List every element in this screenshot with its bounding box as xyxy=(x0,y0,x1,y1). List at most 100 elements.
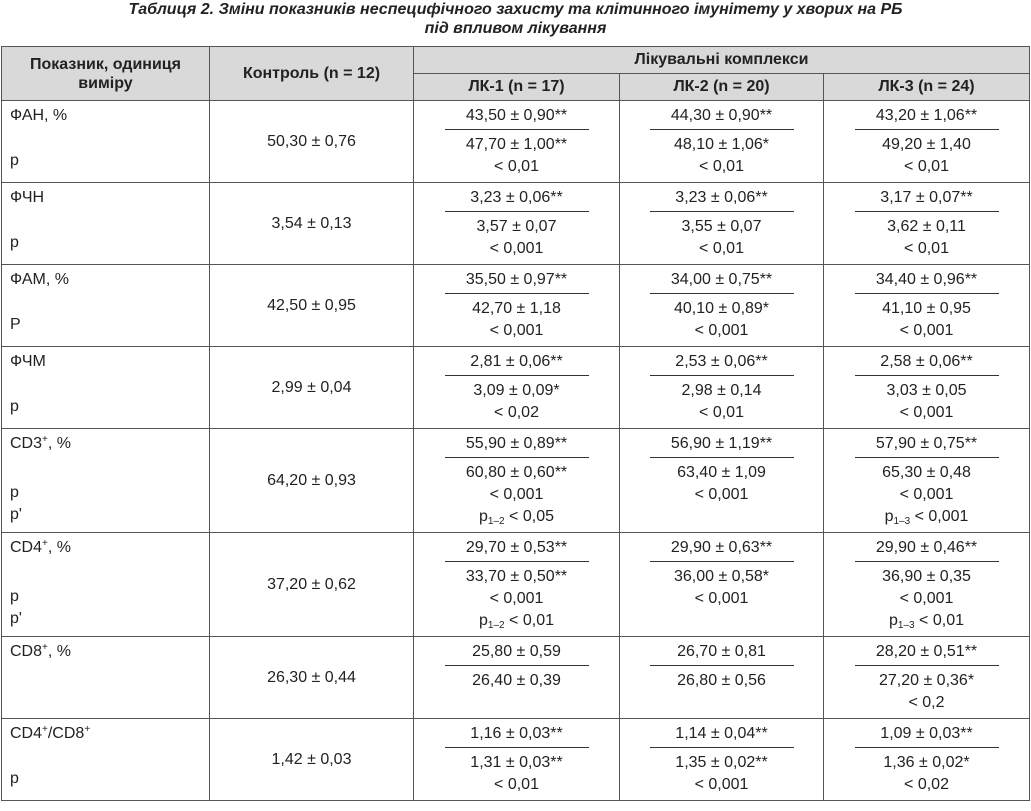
treatment-cell-lk1: 35,50 ± 0,97** 42,70 ± 1,18 < 0,001 xyxy=(413,264,620,347)
after-value: 41,10 ± 0,95 xyxy=(882,300,971,317)
before-value: 25,80 ± 0,59 xyxy=(444,641,589,666)
indicator-cell: ФЧМ р xyxy=(1,346,210,429)
after-value: 3,57 ± 0,07 xyxy=(476,218,557,235)
before-value: 29,90 ± 0,63** xyxy=(649,537,794,562)
p-value: < 0,001 xyxy=(489,590,544,607)
treatment-cell-lk1: 1,16 ± 0,03** 1,31 ± 0,03** < 0,01 xyxy=(413,718,620,801)
control-value: 64,20 ± 0,93 xyxy=(209,428,414,533)
indicator-cell: CD3+, % р р' xyxy=(1,428,210,533)
after-value: 63,40 ± 1,09 xyxy=(677,464,766,481)
after-value: 47,70 ± 1,00** xyxy=(465,136,568,153)
after-value: 1,36 ± 0,02* xyxy=(883,754,970,771)
after-value: 48,10 ± 1,06* xyxy=(673,136,770,153)
p-label: р xyxy=(10,152,19,169)
after-value: 49,20 ± 1,40 xyxy=(882,136,971,153)
after-value: 27,20 ± 0,36* xyxy=(878,672,975,689)
p-value: < 0,01 xyxy=(494,158,539,175)
header-indicator: Показник, одиниця виміру xyxy=(1,46,210,101)
after-value: 1,35 ± 0,02** xyxy=(675,754,768,771)
after-value: 26,80 ± 0,56 xyxy=(677,672,766,689)
p-value: < 0,01 xyxy=(699,240,744,257)
p-compare-value: p1–2 < 0,01 xyxy=(479,612,554,631)
indicator-name: ФЧН xyxy=(10,189,45,206)
p-labels: Р xyxy=(10,314,21,336)
p-value: < 0,001 xyxy=(899,590,954,607)
p-labels: р р' xyxy=(10,586,22,630)
p-prime-label: р' xyxy=(10,610,22,627)
indicator-name: CD8+, % xyxy=(10,642,71,661)
before-value: 55,90 ± 0,89** xyxy=(444,433,589,458)
p-value: < 0,001 xyxy=(489,240,544,257)
treatment-cell-lk3: 57,90 ± 0,75** 65,30 ± 0,48 < 0,001 p1–3 < … xyxy=(822,428,1031,533)
p-label: р xyxy=(10,234,19,251)
header-lk1: ЛК-1 (n = 17) xyxy=(413,73,620,101)
table-row: CD4+/CD8+ р 1,42 ± 0,03 1,16 ± 0,03** 1,31 ±… xyxy=(1,718,1031,801)
p-compare-value: p1–3 < 0,001 xyxy=(884,508,969,527)
treatment-cell-lk3: 2,58 ± 0,06** 3,03 ± 0,05 < 0,001 xyxy=(822,346,1031,429)
p-labels: р xyxy=(10,768,19,790)
before-value: 2,81 ± 0,06** xyxy=(444,351,589,376)
before-value: 1,16 ± 0,03** xyxy=(444,723,589,748)
treatment-cell-lk1: 55,90 ± 0,89** 60,80 ± 0,60** < 0,001 p1–2 … xyxy=(413,428,620,533)
after-value: 2,98 ± 0,14 xyxy=(681,382,762,399)
control-value: 2,99 ± 0,04 xyxy=(209,346,414,429)
table-row: CD4+, % р р' 37,20 ± 0,62 29,70 ± 0,53** 33,7… xyxy=(1,532,1031,637)
results-table: Показник, одиниця виміру Контроль (n = 1… xyxy=(1,46,1031,801)
before-value: 26,70 ± 0,81 xyxy=(649,641,794,666)
treatment-cell-lk1: 25,80 ± 0,59 26,40 ± 0,39 xyxy=(413,636,620,719)
header-treatment-group: Лікувальні комплекси xyxy=(412,46,1031,74)
p-value: < 0,01 xyxy=(904,240,949,257)
treatment-cell-lk2: 44,30 ± 0,90** 48,10 ± 1,06* < 0,01 xyxy=(619,100,824,183)
p-value: < 0,001 xyxy=(489,486,544,503)
after-value: 3,55 ± 0,07 xyxy=(681,218,762,235)
treatment-cell-lk2: 2,53 ± 0,06** 2,98 ± 0,14 < 0,01 xyxy=(619,346,824,429)
treatment-cell-lk3: 1,09 ± 0,03** 1,36 ± 0,02* < 0,02 xyxy=(822,718,1031,801)
before-value: 44,30 ± 0,90** xyxy=(649,105,794,130)
after-value: 36,00 ± 0,58* xyxy=(673,568,770,585)
p-labels: р xyxy=(10,232,19,254)
before-value: 29,90 ± 0,46** xyxy=(854,537,999,562)
indicator-name: CD4+/CD8+ xyxy=(10,724,91,743)
p-value: < 0,001 xyxy=(694,322,749,339)
p-labels: р р' xyxy=(10,482,22,526)
indicator-cell: ФАН, % р xyxy=(1,100,210,183)
indicator-cell: ФЧН р xyxy=(1,182,210,265)
caption-line-2: під впливом лікування xyxy=(424,20,607,37)
treatment-cell-lk3: 34,40 ± 0,96** 41,10 ± 0,95 < 0,001 xyxy=(822,264,1031,347)
indicator-name: ФАМ, % xyxy=(10,271,69,288)
header-lk3: ЛК-3 (n = 24) xyxy=(822,73,1031,101)
indicator-cell: CD4+/CD8+ р xyxy=(1,718,210,801)
indicator-name: CD3+, % xyxy=(10,434,71,453)
p-label: р xyxy=(10,770,19,787)
p-label: р xyxy=(10,484,19,501)
p-value: < 0,001 xyxy=(489,322,544,339)
before-value: 3,17 ± 0,07** xyxy=(854,187,999,212)
treatment-cell-lk2: 3,23 ± 0,06** 3,55 ± 0,07 < 0,01 xyxy=(619,182,824,265)
p-value: < 0,01 xyxy=(699,404,744,421)
before-value: 3,23 ± 0,06** xyxy=(444,187,589,212)
before-value: 43,50 ± 0,90** xyxy=(444,105,589,130)
p-value: < 0,2 xyxy=(908,694,945,711)
treatment-cell-lk1: 29,70 ± 0,53** 33,70 ± 0,50** < 0,001 p1–2 … xyxy=(413,532,620,637)
table-row: CD3+, % р р' 64,20 ± 0,93 55,90 ± 0,89** 60,8… xyxy=(1,428,1031,533)
treatment-cell-lk3: 29,90 ± 0,46** 36,90 ± 0,35 < 0,001 p1–3 < … xyxy=(822,532,1031,637)
before-value: 43,20 ± 1,06** xyxy=(854,105,999,130)
indicator-name: ФЧМ xyxy=(10,353,46,370)
before-value: 56,90 ± 1,19** xyxy=(649,433,794,458)
treatment-cell-lk2: 1,14 ± 0,04** 1,35 ± 0,02** < 0,001 xyxy=(619,718,824,801)
p-prime-label: р' xyxy=(10,506,22,523)
control-value: 37,20 ± 0,62 xyxy=(209,532,414,637)
header-lk2: ЛК-2 (n = 20) xyxy=(619,73,824,101)
before-value: 1,14 ± 0,04** xyxy=(649,723,794,748)
after-value: 40,10 ± 0,89* xyxy=(673,300,770,317)
p-labels: р xyxy=(10,396,19,418)
indicator-cell: CD4+, % р р' xyxy=(1,532,210,637)
before-value: 35,50 ± 0,97** xyxy=(444,269,589,294)
p-label: Р xyxy=(10,316,21,333)
after-value: 3,62 ± 0,11 xyxy=(887,218,966,235)
p-value: < 0,02 xyxy=(904,776,949,793)
table-row: ФЧН р 3,54 ± 0,13 3,23 ± 0,06** 3,57 ± 0,07 <… xyxy=(1,182,1031,265)
before-value: 2,53 ± 0,06** xyxy=(649,351,794,376)
p-value: < 0,001 xyxy=(694,776,749,793)
treatment-cell-lk1: 2,81 ± 0,06** 3,09 ± 0,09* < 0,02 xyxy=(413,346,620,429)
